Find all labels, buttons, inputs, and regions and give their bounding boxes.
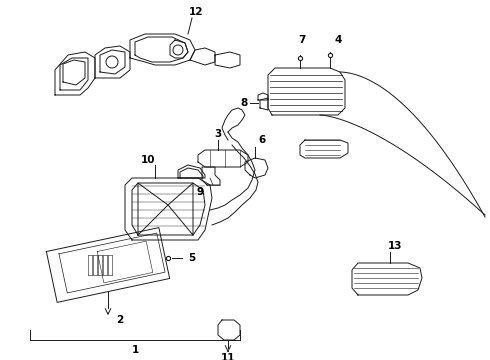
- Text: 3: 3: [215, 129, 221, 139]
- Text: 9: 9: [196, 187, 203, 197]
- Text: 6: 6: [258, 135, 266, 145]
- Text: 2: 2: [117, 315, 123, 325]
- Text: 7: 7: [298, 35, 306, 45]
- Text: 13: 13: [388, 241, 402, 251]
- Text: 12: 12: [189, 7, 203, 17]
- Text: 8: 8: [241, 98, 247, 108]
- Text: 4: 4: [334, 35, 342, 45]
- Text: 5: 5: [188, 253, 196, 263]
- Text: 11: 11: [221, 353, 235, 360]
- Text: 1: 1: [131, 345, 139, 355]
- Text: 10: 10: [141, 155, 155, 165]
